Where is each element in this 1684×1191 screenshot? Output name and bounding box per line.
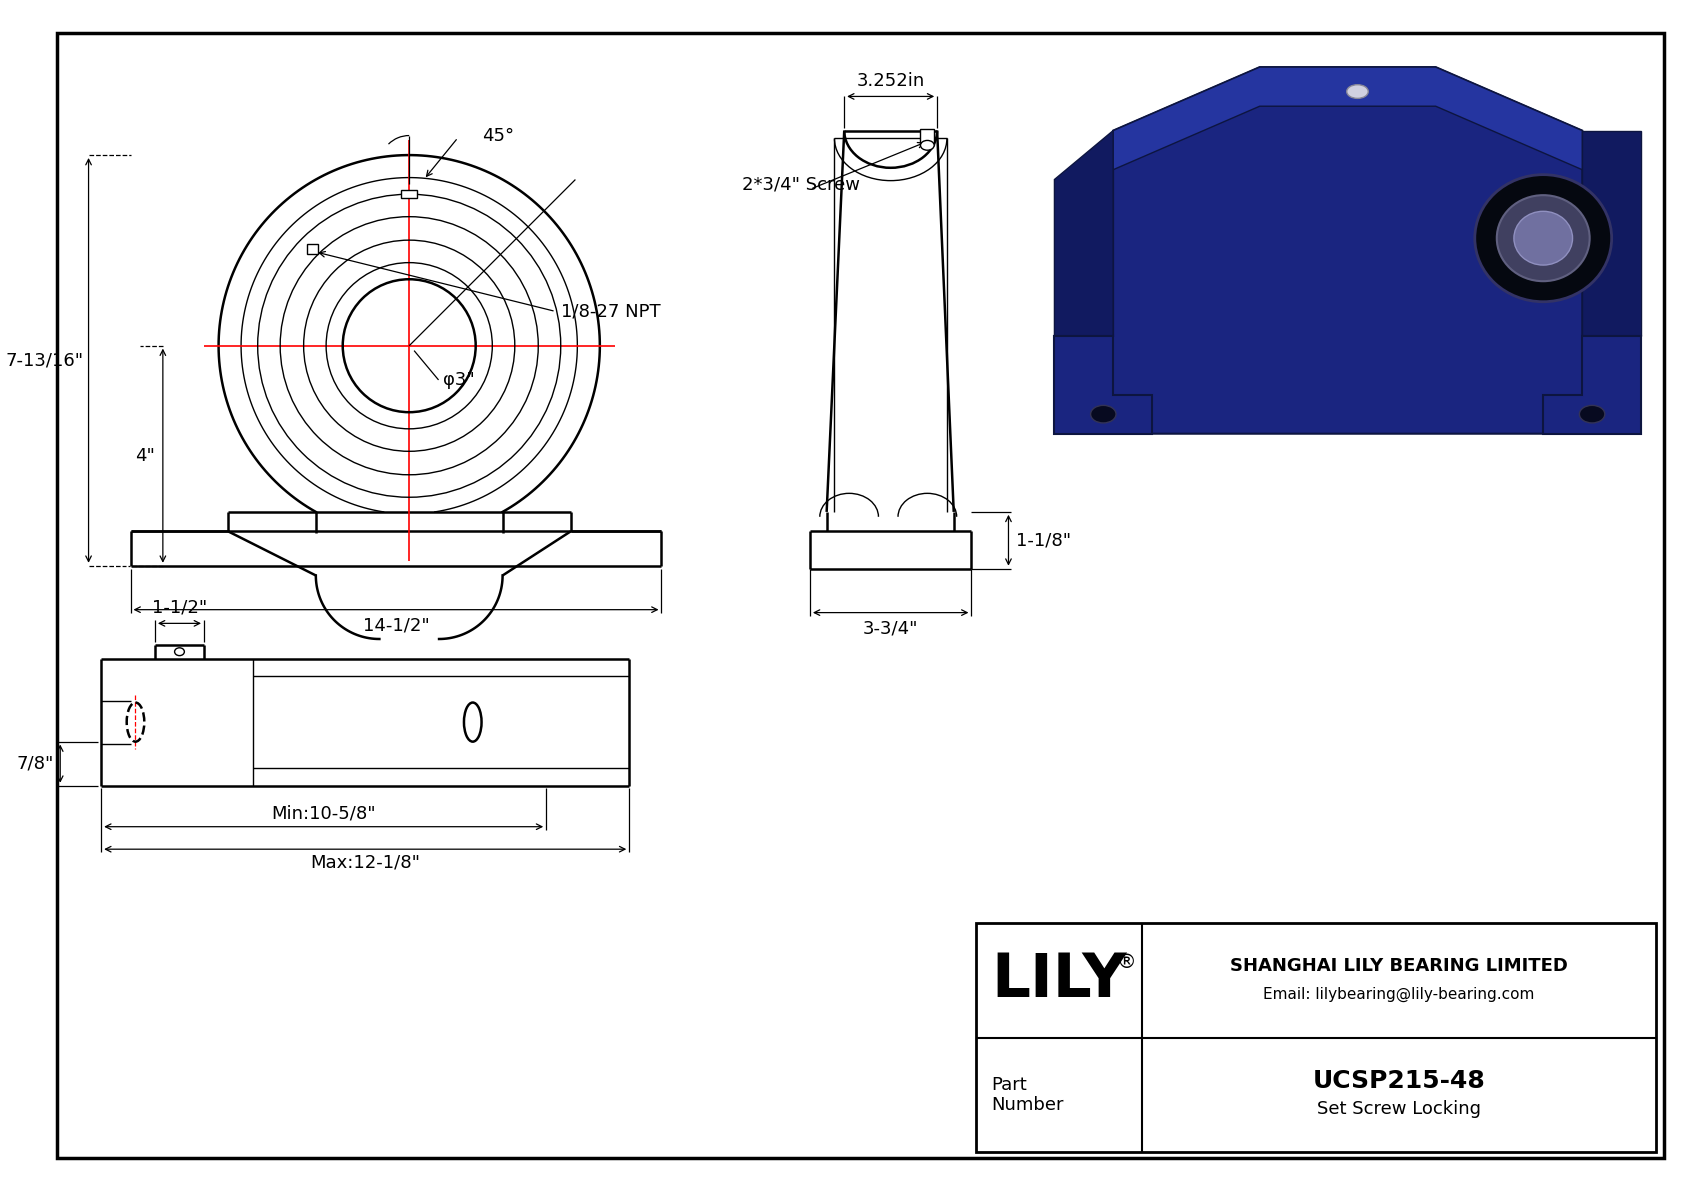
Text: UCSP215-48: UCSP215-48 <box>1312 1070 1485 1093</box>
Text: 45°: 45° <box>483 126 515 144</box>
Text: 4": 4" <box>135 447 155 464</box>
Text: LILY: LILY <box>992 950 1127 1010</box>
Polygon shape <box>1543 336 1640 434</box>
Ellipse shape <box>1514 211 1573 266</box>
Text: SHANGHAI LILY BEARING LIMITED: SHANGHAI LILY BEARING LIMITED <box>1229 956 1568 974</box>
Text: ®: ® <box>1116 953 1135 972</box>
Text: 1/8-27 NPT: 1/8-27 NPT <box>561 303 660 320</box>
Bar <box>401 191 418 198</box>
Text: 3.252in: 3.252in <box>857 71 925 89</box>
Text: Set Screw Locking: Set Screw Locking <box>1317 1099 1480 1117</box>
Polygon shape <box>1054 67 1640 434</box>
Ellipse shape <box>1347 85 1367 99</box>
Polygon shape <box>1583 131 1640 336</box>
Text: 7/8": 7/8" <box>17 755 54 773</box>
Bar <box>921 129 935 145</box>
Ellipse shape <box>1580 405 1605 423</box>
Bar <box>306 244 318 254</box>
Text: Number: Number <box>990 1096 1063 1114</box>
Polygon shape <box>1113 67 1583 170</box>
Text: 3-3/4": 3-3/4" <box>862 619 918 637</box>
Ellipse shape <box>1091 405 1116 423</box>
Text: Email: lilybearing@lily-bearing.com: Email: lilybearing@lily-bearing.com <box>1263 987 1534 1003</box>
Text: 14-1/2": 14-1/2" <box>362 616 429 635</box>
Ellipse shape <box>1497 195 1590 281</box>
Text: Min:10-5/8": Min:10-5/8" <box>271 804 376 822</box>
Text: 2*3/4" Screw: 2*3/4" Screw <box>741 175 859 193</box>
Text: Max:12-1/8": Max:12-1/8" <box>310 854 421 872</box>
Ellipse shape <box>1475 175 1612 301</box>
Bar <box>977 923 1655 1152</box>
Polygon shape <box>1054 336 1152 434</box>
Text: φ3": φ3" <box>443 370 475 389</box>
Text: Part: Part <box>990 1077 1027 1095</box>
Text: 1-1/8": 1-1/8" <box>1017 531 1071 549</box>
Text: 7-13/16": 7-13/16" <box>5 351 84 369</box>
Text: 1-1/2": 1-1/2" <box>152 599 207 617</box>
Polygon shape <box>1054 131 1113 336</box>
Ellipse shape <box>921 141 935 150</box>
